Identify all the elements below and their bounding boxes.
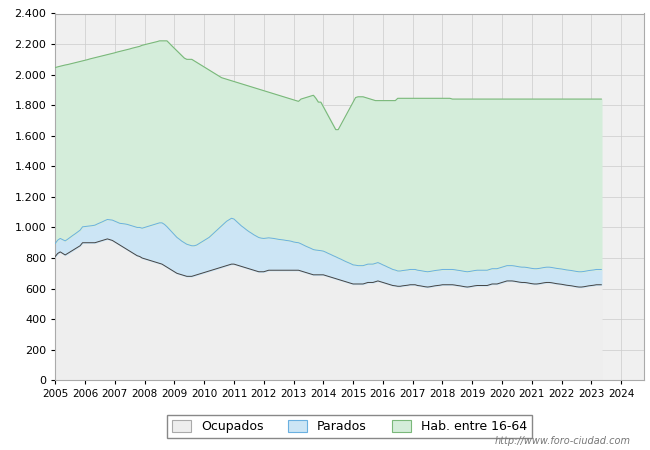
Legend: Ocupados, Parados, Hab. entre 16-64: Ocupados, Parados, Hab. entre 16-64 xyxy=(167,414,532,438)
Text: Gálvez - Evolucion de la poblacion en edad de Trabajar Septiembre de 2024: Gálvez - Evolucion de la poblacion en ed… xyxy=(72,10,578,22)
Text: http://www.foro-ciudad.com: http://www.foro-ciudad.com xyxy=(495,436,630,446)
